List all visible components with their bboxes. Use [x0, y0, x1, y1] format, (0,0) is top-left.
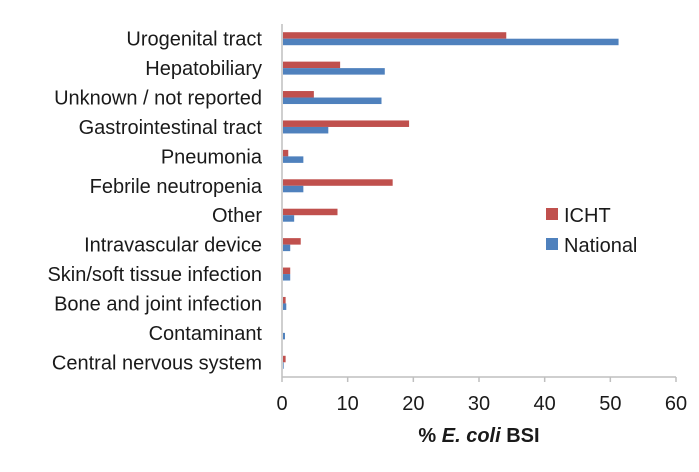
x-tick-label-5: 50 — [599, 393, 621, 415]
bars-group — [283, 32, 619, 369]
bar-national-2 — [283, 97, 382, 105]
x-ticks-group: 0 10 20 30 40 50 60 — [276, 377, 687, 415]
bar-icht-11 — [283, 355, 286, 363]
x-tick-label-1: 10 — [337, 393, 359, 415]
bar-icht-7 — [283, 238, 301, 245]
bar-icht-3 — [283, 120, 410, 127]
bar-national-5 — [283, 185, 304, 193]
category-label-4: Pneumonia — [161, 146, 263, 168]
x-axis-title-prefix: % — [418, 425, 441, 447]
category-label-3: Gastrointestinal tract — [79, 117, 263, 139]
category-label-6: Other — [212, 205, 262, 227]
bar-national-10 — [283, 332, 285, 340]
bar-icht-1 — [283, 61, 341, 69]
bar-icht-2 — [283, 91, 314, 98]
x-tick-label-4: 40 — [534, 393, 556, 415]
category-label-9: Bone and joint infection — [54, 293, 262, 315]
bar-national-0 — [283, 38, 619, 46]
legend-swatch-icht — [546, 208, 558, 220]
x-tick-label-3: 30 — [468, 393, 490, 415]
category-label-10: Contaminant — [149, 323, 263, 345]
bar-national-3 — [283, 126, 329, 134]
bar-national-6 — [283, 215, 295, 222]
x-axis-title: % E. coli BSI — [418, 425, 539, 447]
bar-national-8 — [283, 274, 291, 281]
category-label-5: Febrile neutropenia — [90, 176, 263, 198]
legend-label-icht: ICHT — [564, 205, 611, 227]
category-label-8: Skin/soft tissue infection — [47, 264, 262, 286]
bar-national-4 — [283, 156, 304, 163]
category-label-1: Hepatobiliary — [145, 58, 262, 80]
category-label-11: Central nervous system — [52, 352, 262, 374]
x-axis-title-italic: E. coli — [442, 425, 501, 447]
category-label-0: Urogenital tract — [126, 29, 262, 51]
bar-icht-4 — [283, 149, 289, 157]
bar-national-9 — [283, 303, 287, 310]
x-tick-label-0: 0 — [276, 393, 287, 415]
bar-icht-5 — [283, 179, 393, 186]
bar-national-1 — [283, 68, 385, 75]
x-tick-label-2: 20 — [402, 393, 424, 415]
legend-swatch-national — [546, 238, 558, 250]
bar-icht-6 — [283, 208, 338, 216]
bar-icht-8 — [283, 267, 291, 275]
category-label-2: Unknown / not reported — [54, 88, 262, 110]
category-label-7: Intravascular device — [84, 235, 262, 257]
legend-label-national: National — [564, 235, 637, 257]
x-tick-label-6: 60 — [665, 393, 687, 415]
category-labels-group: Urogenital tract Hepatobiliary Unknown / n… — [47, 29, 262, 375]
bar-icht-0 — [283, 32, 507, 39]
bar-icht-9 — [283, 296, 286, 304]
bar-national-7 — [283, 244, 291, 252]
bar-national-11 — [283, 362, 284, 369]
legend: ICHT National — [546, 205, 637, 257]
x-axis-title-suffix: BSI — [501, 425, 540, 447]
